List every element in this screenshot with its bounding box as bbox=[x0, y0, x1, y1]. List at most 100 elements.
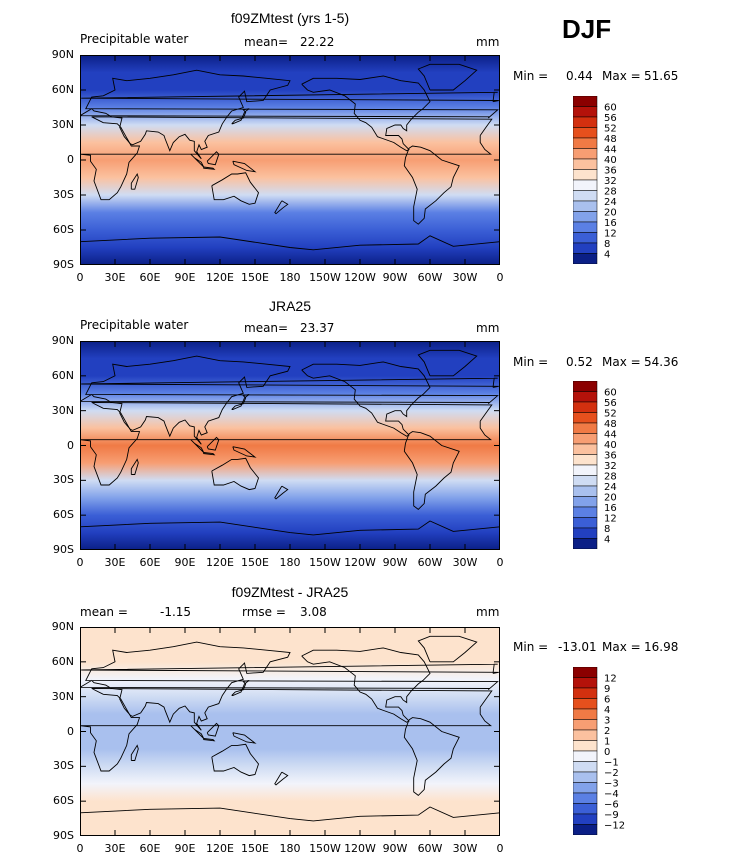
colorbar-label: 36 bbox=[604, 166, 617, 177]
x-tick-label: 150E bbox=[241, 271, 269, 284]
colorbar-label: 48 bbox=[604, 134, 617, 145]
coastline-1 bbox=[80, 402, 493, 486]
panel-1-min-value: 0.44 bbox=[566, 69, 593, 83]
coastline-12 bbox=[130, 172, 139, 190]
panel-1-min-label: Min = bbox=[513, 69, 549, 83]
colorbar-swatch bbox=[573, 96, 598, 107]
x-tick-label: 120W bbox=[344, 271, 376, 284]
coastline-13 bbox=[81, 91, 499, 103]
colorbar-swatch bbox=[573, 813, 598, 825]
colorbar-swatch bbox=[573, 158, 598, 170]
panel-3-title: f09ZMtest - JRA25 bbox=[231, 584, 349, 600]
coastline-0 bbox=[80, 355, 499, 445]
y-tick-label: 30S bbox=[53, 473, 74, 487]
colorbar-label: 9 bbox=[604, 684, 610, 695]
colorbar-swatch bbox=[573, 698, 598, 710]
panel-2-max-value: 54.36 bbox=[644, 355, 679, 369]
coastline-5 bbox=[417, 63, 478, 91]
x-tick-label: 30E bbox=[104, 556, 126, 569]
colorbar-label: 2 bbox=[604, 726, 610, 737]
y-tick-label: 0 bbox=[67, 438, 74, 452]
coastline-6 bbox=[80, 520, 500, 536]
colorbar-label: 36 bbox=[604, 451, 617, 462]
colorbar-swatch bbox=[573, 803, 598, 815]
coastline-6 bbox=[80, 806, 500, 822]
panel-2-max-label: Max = bbox=[602, 355, 641, 369]
panel-1-units: mm bbox=[476, 35, 500, 49]
season-label: DJF bbox=[562, 14, 612, 44]
colorbar-label: 32 bbox=[604, 176, 617, 187]
coastline-2 bbox=[301, 75, 431, 152]
colorbar-swatch bbox=[573, 221, 598, 233]
x-tick-label: 120E bbox=[206, 556, 234, 569]
colorbar-label: −3 bbox=[604, 779, 619, 790]
colorbar-label: 12 bbox=[604, 514, 617, 525]
colorbar-label: 16 bbox=[604, 218, 617, 229]
coastline-10 bbox=[232, 732, 257, 744]
x-tick-label: 150W bbox=[309, 842, 341, 855]
colorbar-label: 6 bbox=[604, 695, 610, 706]
panel-3-max-label: Max = bbox=[602, 640, 641, 654]
colorbar-swatch bbox=[573, 401, 598, 413]
colorbar-swatch bbox=[573, 824, 598, 835]
colorbar-label: −9 bbox=[604, 810, 619, 821]
colorbar-label: 24 bbox=[604, 197, 617, 208]
y-tick-label: 90N bbox=[51, 620, 74, 633]
colorbar-swatch bbox=[573, 761, 598, 773]
x-tick-label: 60W bbox=[417, 842, 443, 855]
x-tick-label: 150E bbox=[241, 556, 269, 569]
panel-3-map bbox=[80, 627, 500, 836]
panel-3-max-value: 16.98 bbox=[644, 640, 679, 654]
x-tick-label: 60E bbox=[139, 842, 161, 855]
x-tick-label: 0 bbox=[76, 271, 84, 284]
colorbar-swatch bbox=[573, 687, 598, 699]
colorbar-swatch bbox=[573, 127, 598, 139]
colorbar-label: 28 bbox=[604, 187, 617, 198]
colorbar-label: 12 bbox=[604, 674, 617, 685]
colorbar-swatch bbox=[573, 496, 598, 508]
x-tick-label: 120E bbox=[206, 271, 234, 284]
y-tick-label: 90S bbox=[53, 829, 74, 842]
panel-2-mean-value: 23.37 bbox=[300, 321, 335, 335]
y-tick-label: 60S bbox=[53, 223, 74, 236]
x-tick-label: 0 bbox=[76, 842, 84, 855]
x-tick-label: 90W bbox=[382, 842, 408, 855]
colorbar-swatch bbox=[573, 200, 598, 212]
panel-3-rmse-label: rmse = bbox=[242, 605, 286, 619]
colorbar-label: 4 bbox=[604, 535, 610, 546]
coastline-5 bbox=[417, 635, 478, 663]
colorbar-swatch bbox=[573, 148, 598, 160]
y-tick-label: 30S bbox=[53, 188, 74, 201]
colorbar-label: 60 bbox=[604, 388, 617, 399]
y-tick-label: 60N bbox=[51, 83, 74, 96]
panel-2-min-label: Min = bbox=[513, 355, 549, 369]
colorbar-swatch bbox=[573, 517, 598, 529]
x-tick-label: 30W bbox=[452, 271, 478, 284]
coastline-8 bbox=[206, 436, 220, 451]
coastline-1 bbox=[80, 688, 493, 772]
y-tick-label: 60S bbox=[53, 508, 74, 522]
coastline-12 bbox=[130, 744, 139, 761]
panel-1-max-value: 51.65 bbox=[644, 69, 679, 83]
coastline-7 bbox=[190, 153, 205, 168]
panel-2-map bbox=[80, 341, 500, 550]
y-tick-label: 90N bbox=[51, 48, 74, 61]
colorbar-label: 52 bbox=[604, 409, 617, 420]
coastline-8 bbox=[206, 151, 220, 166]
colorbar-label: 40 bbox=[604, 155, 617, 166]
coastline-10 bbox=[232, 160, 257, 173]
y-tick-label: 90N bbox=[51, 334, 74, 347]
coastline-11 bbox=[231, 393, 250, 410]
colorbar-swatch bbox=[573, 454, 598, 466]
colorbar-swatch bbox=[573, 190, 598, 202]
y-tick-label: 30N bbox=[51, 403, 74, 417]
panel-3-rmse-value: 3.08 bbox=[300, 605, 327, 619]
x-tick-label: 120W bbox=[344, 556, 376, 569]
coastline-13 bbox=[81, 377, 499, 388]
colorbar-swatch bbox=[573, 782, 598, 794]
colorbar-swatch bbox=[573, 106, 598, 118]
x-tick-label: 150W bbox=[309, 271, 341, 284]
x-tick-label: 90W bbox=[382, 556, 408, 569]
